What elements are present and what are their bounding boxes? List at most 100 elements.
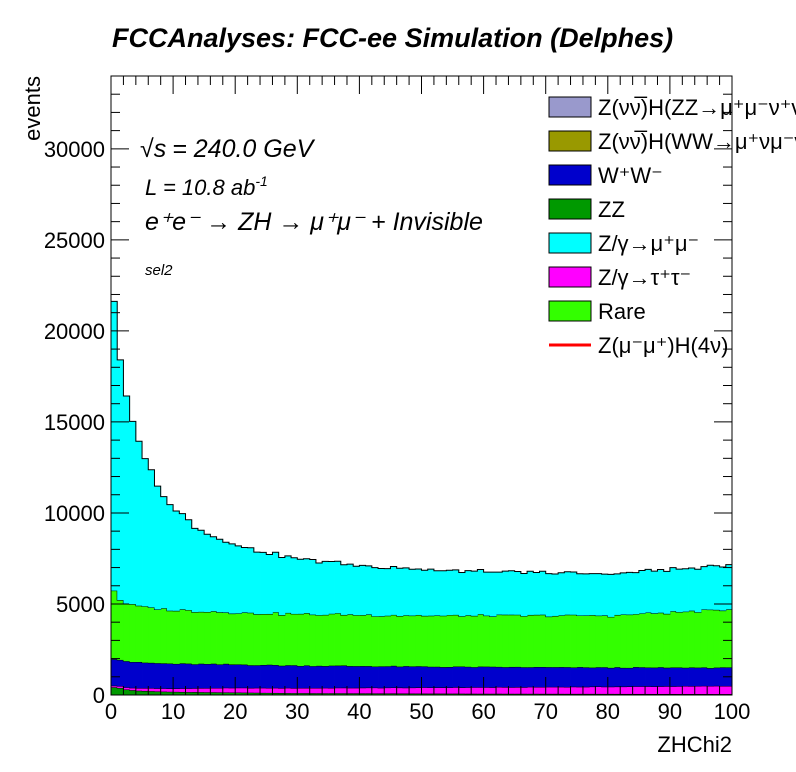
histogram-bin (527, 571, 534, 615)
histogram-bin (241, 692, 249, 695)
histogram-bin (725, 609, 732, 668)
histogram-bin (322, 561, 329, 615)
y-tick-label: 0 (93, 683, 105, 708)
histogram-bin (564, 693, 571, 695)
histogram-bin (651, 693, 658, 695)
histogram-bin (204, 664, 211, 689)
histogram-bin (142, 606, 149, 663)
histogram-bin (322, 693, 329, 695)
histogram-bin (471, 687, 478, 694)
legend-swatch (548, 164, 592, 186)
histogram-bin (601, 667, 609, 687)
histogram-bin (284, 665, 292, 688)
histogram-bin (527, 614, 534, 668)
histogram-bin (719, 685, 727, 695)
x-tick-label: 100 (714, 699, 751, 724)
histogram-bin (166, 688, 174, 692)
histogram-bin (154, 609, 162, 664)
histogram-bin (166, 610, 174, 664)
histogram-bin (645, 569, 652, 613)
histogram-bin (669, 567, 677, 612)
histogram-bin (359, 615, 367, 667)
histogram-bin (309, 666, 317, 689)
histogram-bin (576, 667, 584, 687)
x-tick-label: 10 (161, 699, 185, 724)
histogram-bin (334, 687, 342, 694)
histogram-bin (415, 614, 422, 667)
histogram-bin (216, 692, 224, 695)
histogram-bin (371, 693, 379, 695)
histogram-bin (129, 687, 137, 691)
histogram-bin (638, 686, 646, 694)
histogram-bin (179, 513, 186, 610)
histogram-bin (508, 570, 516, 615)
histogram-bin (204, 688, 211, 693)
histogram-bin (340, 614, 348, 666)
histogram-bin (489, 687, 497, 694)
histogram-bin (409, 693, 416, 695)
histogram-bin (471, 667, 478, 688)
histogram-bin (260, 552, 267, 614)
histogram-bin (210, 611, 217, 664)
histogram-bin (576, 615, 584, 668)
histogram-bin (508, 693, 516, 695)
histogram-bin (365, 614, 373, 667)
histogram-bin (160, 691, 168, 695)
histogram-bin (502, 687, 509, 694)
histogram-bin (564, 614, 571, 668)
histogram-bin (626, 667, 634, 687)
histogram-bin (166, 691, 174, 695)
histogram-bin (297, 559, 304, 614)
histogram-bin (328, 613, 335, 666)
histogram-bin (502, 693, 509, 695)
histogram-bin (390, 614, 398, 666)
histogram-bin (297, 613, 304, 667)
histogram-bin (210, 536, 217, 612)
x-tick-label: 70 (533, 699, 557, 724)
histogram-bin (390, 665, 398, 688)
histogram-bin (657, 612, 665, 668)
histogram-bin (291, 688, 298, 694)
histogram-bin (378, 568, 385, 617)
histogram-bin (533, 666, 540, 688)
histogram-bin (595, 693, 602, 695)
histogram-bin (278, 615, 286, 666)
histogram-bin (669, 693, 677, 695)
histogram-bin (266, 692, 273, 695)
histogram-bin (564, 667, 571, 688)
histogram-bin (154, 691, 162, 695)
chart-title: FCCAnalyses: FCC-ee Simulation (Delphes) (112, 23, 673, 53)
histogram-bin (297, 688, 304, 694)
series-ZZ (111, 686, 732, 695)
histogram-bin (303, 665, 311, 688)
histogram-bin (707, 668, 714, 687)
histogram-bin (576, 686, 584, 694)
histogram-bin (266, 613, 273, 665)
histogram-bin (340, 564, 348, 615)
histogram-bin (129, 690, 137, 695)
histogram-bin (278, 688, 286, 694)
legend-entry: ZZ (548, 197, 625, 222)
histogram-bin (477, 693, 484, 695)
histogram-bin (260, 613, 267, 665)
histogram-bin (719, 567, 727, 611)
histogram-bin (346, 614, 354, 667)
histogram-bin (527, 667, 534, 687)
histogram-bin (253, 665, 261, 688)
histogram-bin (433, 687, 441, 694)
histogram-bin (533, 687, 540, 694)
histogram-bin (409, 569, 416, 616)
histogram-bin (446, 687, 453, 694)
histogram-bin (204, 612, 211, 665)
histogram-bin (502, 614, 509, 668)
histogram-bin (663, 693, 671, 695)
histogram-bin (601, 693, 609, 695)
histogram-bin (483, 666, 491, 688)
histogram-bin (620, 572, 627, 615)
legend-label: Rare (598, 299, 646, 324)
histogram-bin (197, 663, 205, 689)
histogram-bin (117, 359, 124, 601)
histogram-bin (645, 667, 652, 687)
histogram-bin (179, 688, 186, 692)
histogram-bin (638, 693, 646, 695)
